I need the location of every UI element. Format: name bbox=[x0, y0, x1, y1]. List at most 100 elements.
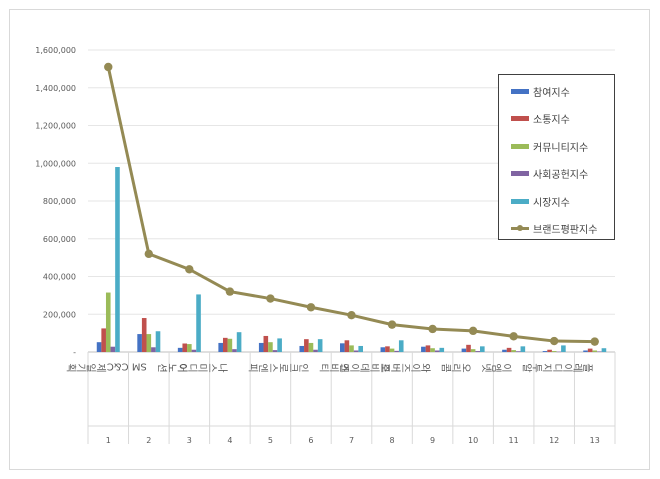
bar-커뮤니티지수 bbox=[389, 348, 395, 352]
line-point bbox=[144, 249, 154, 259]
legend-item: 참여지수 bbox=[511, 84, 570, 99]
bar-시장지수 bbox=[561, 345, 566, 352]
chart-frame: - 200,000 400,000 600,000 800,000 1,000,000 1,… bbox=[9, 9, 650, 470]
y-tick-label: 800,000 bbox=[43, 197, 76, 206]
legend-label: 커뮤니티지수 bbox=[533, 142, 589, 154]
category-index: 13 bbox=[590, 436, 600, 445]
bar-소통지수 bbox=[101, 328, 106, 352]
legend-item: 소통지수 bbox=[511, 112, 570, 126]
bar-커뮤니티지수 bbox=[592, 350, 598, 352]
bar-소통지수 bbox=[182, 343, 188, 352]
line-point bbox=[468, 326, 478, 336]
bar-참여지수 bbox=[421, 346, 426, 352]
legend-label: 참여지수 bbox=[533, 87, 570, 99]
bar-커뮤니티지수 bbox=[308, 342, 314, 352]
bar-커뮤니티지수 bbox=[227, 338, 233, 352]
category-label: 오리콤 bbox=[441, 361, 471, 373]
y-tick-label: 1,600,000 bbox=[35, 46, 76, 55]
bar-사회공헌지수 bbox=[475, 351, 481, 352]
bar-사회공헌지수 bbox=[353, 350, 359, 352]
legend-swatch bbox=[511, 171, 529, 176]
bar-사회공헌지수 bbox=[515, 351, 521, 352]
bar-사회공헌지수 bbox=[556, 351, 562, 353]
bar-참여지수 bbox=[137, 334, 142, 352]
bar-시장지수 bbox=[317, 339, 323, 352]
bar-커뮤니티지수 bbox=[470, 349, 476, 352]
line-point bbox=[225, 287, 235, 296]
category-label: 인크로스 bbox=[269, 361, 309, 373]
bar-시장지수 bbox=[155, 331, 161, 352]
category-index: 10 bbox=[468, 436, 478, 445]
bar-소통지수 bbox=[141, 318, 147, 352]
bar-커뮤니티지수 bbox=[349, 345, 354, 352]
bar-사회공헌지수 bbox=[151, 347, 156, 352]
line-point bbox=[104, 62, 113, 72]
bar-커뮤니티지수 bbox=[551, 351, 557, 352]
legend-swatch bbox=[511, 198, 529, 204]
category-label: 엔비티 bbox=[319, 361, 350, 373]
bar-참여지수 bbox=[258, 342, 264, 352]
bar-참여지수 bbox=[218, 342, 223, 352]
bar-시장지수 bbox=[480, 346, 485, 352]
bar-소통지수 bbox=[344, 340, 350, 352]
category-index: 7 bbox=[349, 436, 354, 445]
bar-참여지수 bbox=[177, 347, 183, 352]
bar-커뮤니티지수 bbox=[511, 350, 516, 352]
category-index: 2 bbox=[146, 436, 151, 445]
y-tick-label: 200,000 bbox=[43, 310, 76, 319]
bar-소통지수 bbox=[425, 345, 431, 352]
bar-시장지수 bbox=[439, 347, 445, 352]
category-label: 제일기획 bbox=[65, 361, 106, 373]
legend-item: 시장지수 bbox=[511, 194, 570, 209]
bar-사회공헌지수 bbox=[394, 350, 399, 352]
bar-커뮤니티지수 bbox=[146, 334, 152, 352]
category-label: 모비데이즈 bbox=[340, 361, 390, 373]
category-index: 3 bbox=[187, 436, 192, 445]
bar-참여지수 bbox=[461, 348, 467, 352]
bar-시장지수 bbox=[520, 346, 526, 352]
bar-참여지수 bbox=[542, 351, 548, 352]
bar-소통지수 bbox=[304, 339, 309, 352]
category-label: 지투알 bbox=[522, 361, 552, 373]
bar-사회공헌지수 bbox=[597, 351, 602, 352]
bar-커뮤니티지수 bbox=[430, 348, 435, 352]
line-point bbox=[347, 310, 356, 320]
category-label: 플레이디 bbox=[552, 361, 593, 373]
legend-item: 브랜드평판지수 bbox=[511, 222, 597, 236]
bar-소통지수 bbox=[506, 347, 512, 352]
legend-label: 브랜드평판지수 bbox=[533, 225, 598, 236]
bar-사회공헌지수 bbox=[110, 346, 116, 352]
bar-참여지수 bbox=[502, 349, 507, 352]
bar-사회공헌지수 bbox=[272, 350, 278, 352]
legend-label: 소통지수 bbox=[533, 115, 570, 126]
line-point bbox=[387, 320, 397, 329]
legend-swatch bbox=[511, 143, 529, 149]
category-label: 이노션 bbox=[157, 361, 187, 373]
category-label: 엔피 bbox=[248, 361, 269, 373]
bar-시장지수 bbox=[601, 348, 607, 352]
bar-커뮤니티지수 bbox=[268, 342, 273, 352]
category-label: 와이즈버즈 bbox=[381, 361, 431, 373]
legend-item: 커뮤니티지수 bbox=[511, 139, 589, 154]
category-index: 12 bbox=[549, 436, 559, 445]
bar-시장지수 bbox=[236, 332, 242, 352]
line-point bbox=[185, 265, 194, 274]
bar-사회공헌지수 bbox=[313, 349, 318, 352]
bar-시장지수 bbox=[115, 167, 120, 352]
category-label: 이엠넷 bbox=[481, 361, 512, 373]
category-index: 9 bbox=[430, 436, 435, 445]
bar-소통지수 bbox=[547, 349, 552, 352]
legend-item: 사회공헌지수 bbox=[511, 167, 588, 181]
category-index: 1 bbox=[106, 436, 111, 445]
bar-시장지수 bbox=[277, 338, 282, 352]
bar-참여지수 bbox=[583, 350, 588, 352]
line-point bbox=[306, 303, 316, 312]
y-tick-label: 400,000 bbox=[43, 273, 76, 282]
bar-시장지수 bbox=[196, 294, 201, 352]
bar-커뮤니티지수 bbox=[187, 344, 192, 352]
line-point bbox=[509, 332, 518, 341]
legend-swatch bbox=[511, 225, 529, 231]
bar-사회공헌지수 bbox=[191, 349, 197, 352]
bar-소통지수 bbox=[466, 344, 471, 352]
